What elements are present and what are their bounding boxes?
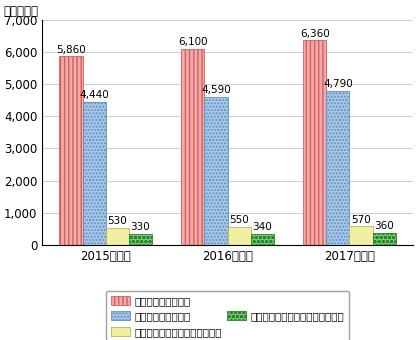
Bar — [60, 56, 83, 245]
Bar — [327, 91, 349, 245]
Legend: 全世界での送金金額, 新興国への送金金額, 中東・北アフリカへの送金金額, , サブサハラアフリカへの送金金額: 全世界での送金金額, 新興国への送金金額, 中東・北アフリカへの送金金額, , … — [106, 290, 349, 340]
Text: 4,790: 4,790 — [323, 79, 353, 89]
Bar — [303, 40, 327, 245]
Text: 330: 330 — [131, 222, 151, 233]
Text: 6,360: 6,360 — [300, 29, 329, 38]
Text: 4,440: 4,440 — [79, 90, 109, 100]
Text: 550: 550 — [229, 215, 249, 225]
Text: （億ドル）: （億ドル） — [4, 4, 39, 18]
Bar — [251, 234, 274, 245]
Bar — [349, 226, 373, 245]
Text: 5,860: 5,860 — [56, 45, 86, 55]
Text: 4,590: 4,590 — [201, 85, 231, 96]
Text: 570: 570 — [351, 215, 371, 225]
Text: 340: 340 — [252, 222, 272, 232]
Bar — [373, 233, 396, 245]
Bar — [228, 227, 251, 245]
Text: 6,100: 6,100 — [178, 37, 208, 47]
Bar — [181, 49, 204, 245]
Bar — [83, 102, 106, 245]
Bar — [106, 228, 129, 245]
Bar — [129, 234, 152, 245]
Text: 530: 530 — [108, 216, 127, 226]
Bar — [204, 97, 228, 245]
Text: 360: 360 — [374, 221, 394, 232]
